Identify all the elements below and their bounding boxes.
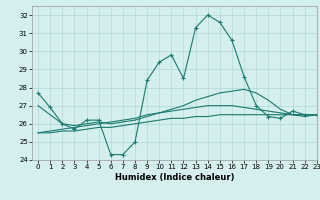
X-axis label: Humidex (Indice chaleur): Humidex (Indice chaleur)	[115, 173, 234, 182]
